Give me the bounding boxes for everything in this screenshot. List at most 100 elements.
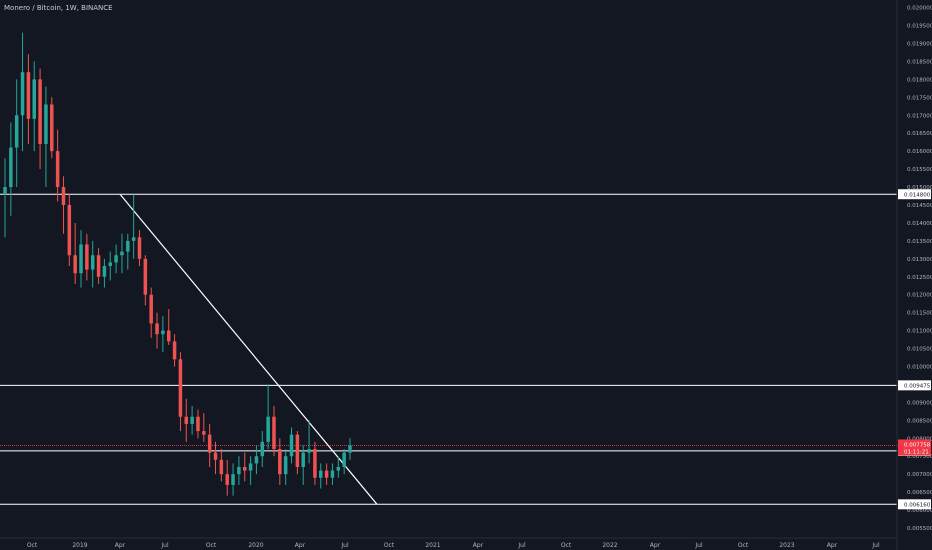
y-tick-label: 0.009000 bbox=[907, 400, 932, 406]
x-tick-label: Apr bbox=[473, 542, 484, 549]
y-tick-label: 0.008000 bbox=[907, 436, 932, 442]
level-label-box bbox=[898, 499, 931, 510]
candle-body bbox=[330, 470, 335, 478]
candle-body bbox=[14, 115, 19, 148]
x-tick-label: Apr bbox=[827, 542, 838, 549]
plot-background bbox=[0, 0, 896, 538]
y-tick-label: 0.008500 bbox=[907, 418, 932, 424]
current-price-box bbox=[898, 439, 931, 456]
time-axis[interactable]: Oct 2019 Apr Jul Oct 2020 Apr Jul Oct 2021 Apr Jul O… bbox=[27, 542, 880, 549]
candle-body bbox=[38, 79, 42, 144]
x-tick-label: Jul bbox=[517, 542, 526, 549]
price-axis-labels: 0.0148000.0094750.0076500.0061600.007758… bbox=[898, 189, 931, 510]
candle-body bbox=[108, 262, 113, 266]
price-axis[interactable]: 0.005500 0.006000 0.006500 0.007000 0.007500… bbox=[907, 6, 932, 532]
candle-body bbox=[149, 294, 153, 324]
y-tick-label: 0.014500 bbox=[907, 203, 932, 209]
x-tick-label: Apr bbox=[650, 542, 661, 549]
candle-body bbox=[266, 416, 270, 442]
y-tick-label: 0.018500 bbox=[907, 59, 932, 65]
candle-body bbox=[207, 434, 212, 453]
candle-body bbox=[131, 237, 136, 241]
x-tick-label: Oct bbox=[738, 542, 749, 549]
candle-body bbox=[178, 359, 183, 417]
candle-body bbox=[324, 470, 329, 478]
x-tick-label: 2021 bbox=[425, 542, 440, 549]
x-tick-label: 2019 bbox=[72, 542, 87, 549]
candle-body bbox=[231, 474, 235, 485]
candle-body bbox=[242, 466, 247, 471]
y-tick-label: 0.007500 bbox=[907, 454, 932, 460]
candle-body bbox=[67, 204, 72, 256]
candles bbox=[3, 32, 352, 496]
y-tick-label: 0.017500 bbox=[907, 95, 932, 101]
y-tick-label: 0.016000 bbox=[907, 149, 932, 155]
candle-body bbox=[114, 255, 118, 263]
x-tick-label: Apr bbox=[295, 542, 306, 549]
candle-body bbox=[248, 463, 253, 471]
candle-body bbox=[96, 255, 101, 277]
candle-body bbox=[3, 187, 7, 195]
level-label: 0.009475 bbox=[904, 384, 931, 390]
candle-body bbox=[219, 459, 224, 475]
candle-body bbox=[32, 79, 36, 119]
candle-body bbox=[102, 266, 107, 277]
candle-body bbox=[143, 258, 148, 295]
candle-body bbox=[348, 445, 352, 453]
y-tick-label: 0.015000 bbox=[907, 185, 932, 191]
horizontal-levels[interactable] bbox=[0, 193, 897, 505]
candle-body bbox=[73, 255, 77, 274]
candle-body bbox=[61, 187, 66, 205]
candle-body bbox=[184, 416, 189, 424]
candle-body bbox=[283, 456, 288, 475]
y-tick-label: 0.011500 bbox=[907, 311, 932, 317]
candle-body bbox=[44, 104, 48, 144]
y-tick-label: 0.011000 bbox=[907, 329, 932, 335]
candle-body bbox=[85, 244, 89, 270]
y-tick-label: 0.010000 bbox=[907, 364, 932, 370]
y-tick-label: 0.019000 bbox=[907, 41, 932, 47]
candle-body bbox=[90, 255, 95, 270]
candle-body bbox=[20, 72, 25, 116]
level-label-box bbox=[898, 189, 931, 200]
candle-body bbox=[137, 237, 142, 259]
candle-body bbox=[237, 466, 241, 475]
x-tick-label: Oct bbox=[384, 542, 395, 549]
candle-body bbox=[126, 240, 130, 252]
candle-body bbox=[319, 470, 323, 478]
candle-body bbox=[166, 330, 171, 342]
candle-body bbox=[278, 449, 282, 475]
x-tick-label: 2023 bbox=[779, 542, 794, 549]
y-tick-label: 0.015500 bbox=[907, 167, 932, 173]
candle-body bbox=[225, 474, 229, 485]
candle-body bbox=[202, 431, 206, 435]
x-tick-label: 2020 bbox=[248, 542, 263, 549]
y-tick-label: 0.006500 bbox=[907, 490, 932, 496]
x-tick-label: Apr bbox=[115, 542, 126, 549]
candle-body bbox=[161, 330, 165, 335]
y-tick-label: 0.013000 bbox=[907, 257, 932, 263]
current-price-label: 0.007758 bbox=[904, 442, 931, 448]
candle-body bbox=[307, 449, 311, 453]
candle-body bbox=[50, 104, 54, 152]
level-label: 0.014800 bbox=[904, 192, 931, 198]
y-tick-label: 0.005500 bbox=[907, 526, 932, 532]
candle-body bbox=[336, 466, 341, 471]
x-tick-label: Jul bbox=[160, 542, 169, 549]
trendline[interactable] bbox=[119, 193, 378, 505]
y-tick-label: 0.012500 bbox=[907, 275, 932, 281]
candle-body bbox=[120, 251, 124, 256]
candle-body bbox=[79, 244, 83, 274]
level-label-box bbox=[898, 380, 931, 391]
x-tick-label: Oct bbox=[27, 542, 38, 549]
candle-body bbox=[196, 416, 200, 432]
candle-body bbox=[254, 456, 259, 464]
y-tick-label: 0.016500 bbox=[907, 131, 932, 137]
level-label: 0.006160 bbox=[904, 503, 931, 509]
trend-line bbox=[119, 193, 378, 505]
x-tick-label: Jul bbox=[694, 542, 703, 549]
candle-body bbox=[155, 323, 159, 335]
candle-body bbox=[26, 72, 31, 119]
y-tick-label: 0.017000 bbox=[907, 113, 932, 119]
